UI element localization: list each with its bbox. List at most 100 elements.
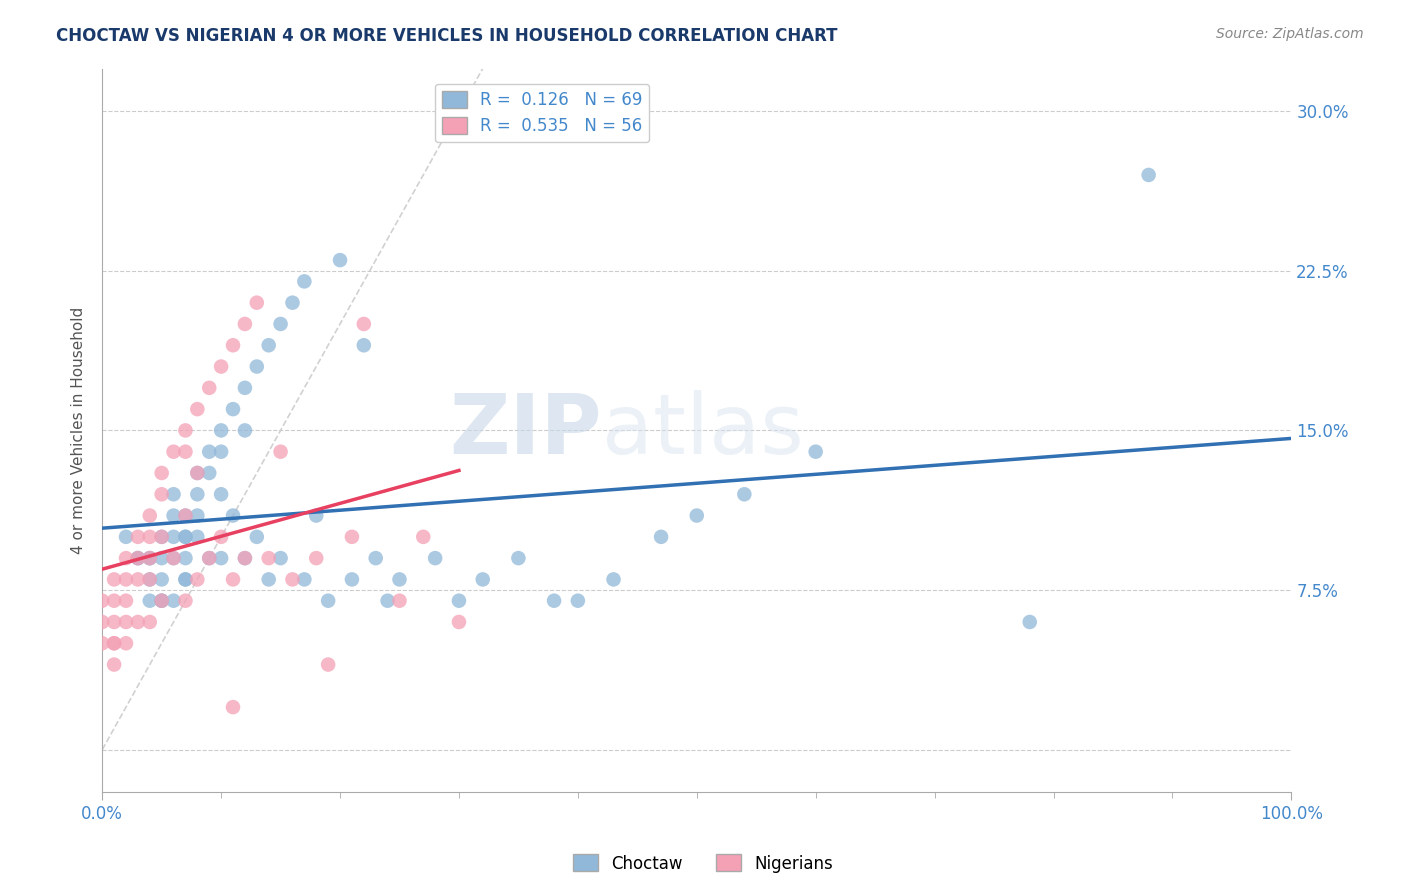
Point [233,551,256,566]
Point [305,551,328,566]
Point [162,444,184,458]
Point [115,636,138,650]
Point [425,551,447,566]
Point [115,573,138,587]
Point [103,657,125,672]
Point [174,530,197,544]
Point [127,530,149,544]
Point [174,530,197,544]
Point [388,573,411,587]
Point [198,381,221,395]
Point [103,615,125,629]
Point [139,551,162,566]
Point [377,593,399,607]
Point [91,615,114,629]
Point [412,530,434,544]
Point [174,593,197,607]
Point [186,508,208,523]
Point [353,317,375,331]
Text: ZIP: ZIP [449,390,602,471]
Point [103,636,125,650]
Point [567,593,589,607]
Point [115,551,138,566]
Point [162,551,184,566]
Point [150,487,173,501]
Point [127,615,149,629]
Point [222,338,245,352]
Point [222,573,245,587]
Point [733,487,755,501]
Text: CHOCTAW VS NIGERIAN 4 OR MORE VEHICLES IN HOUSEHOLD CORRELATION CHART: CHOCTAW VS NIGERIAN 4 OR MORE VEHICLES I… [56,27,838,45]
Point [115,615,138,629]
Point [162,508,184,523]
Legend: Choctaw, Nigerians: Choctaw, Nigerians [567,847,839,880]
Point [257,573,280,587]
Point [150,593,173,607]
Point [174,573,197,587]
Point [233,551,256,566]
Point [1137,168,1160,182]
Point [209,444,232,458]
Point [246,359,269,374]
Point [139,530,162,544]
Point [209,424,232,438]
Point [186,466,208,480]
Point [186,402,208,417]
Point [103,636,125,650]
Point [316,593,339,607]
Point [103,573,125,587]
Point [162,487,184,501]
Point [471,573,494,587]
Point [270,444,292,458]
Point [127,551,149,566]
Point [508,551,530,566]
Point [447,615,470,629]
Point [139,551,162,566]
Point [174,508,197,523]
Point [150,551,173,566]
Point [270,317,292,331]
Point [139,573,162,587]
Point [222,508,245,523]
Point [257,338,280,352]
Point [246,530,269,544]
Point [602,573,624,587]
Point [139,573,162,587]
Point [174,444,197,458]
Point [353,338,375,352]
Point [186,573,208,587]
Point [174,424,197,438]
Point [305,508,328,523]
Point [340,573,363,587]
Point [127,551,149,566]
Point [804,444,827,458]
Point [198,444,221,458]
Point [340,530,363,544]
Point [150,573,173,587]
Point [543,593,565,607]
Point [292,274,315,288]
Point [150,466,173,480]
Point [388,593,411,607]
Point [329,253,352,268]
Point [257,551,280,566]
Point [209,530,232,544]
Point [650,530,672,544]
Point [281,573,304,587]
Point [139,551,162,566]
Point [150,593,173,607]
Point [150,593,173,607]
Point [103,593,125,607]
Point [174,573,197,587]
Legend: R =  0.126   N = 69, R =  0.535   N = 56: R = 0.126 N = 69, R = 0.535 N = 56 [436,84,650,142]
Point [686,508,709,523]
Point [162,593,184,607]
Point [127,573,149,587]
Text: Source: ZipAtlas.com: Source: ZipAtlas.com [1216,27,1364,41]
Point [115,593,138,607]
Point [174,551,197,566]
Point [364,551,387,566]
Point [139,508,162,523]
Point [281,295,304,310]
Y-axis label: 4 or more Vehicles in Household: 4 or more Vehicles in Household [72,307,86,554]
